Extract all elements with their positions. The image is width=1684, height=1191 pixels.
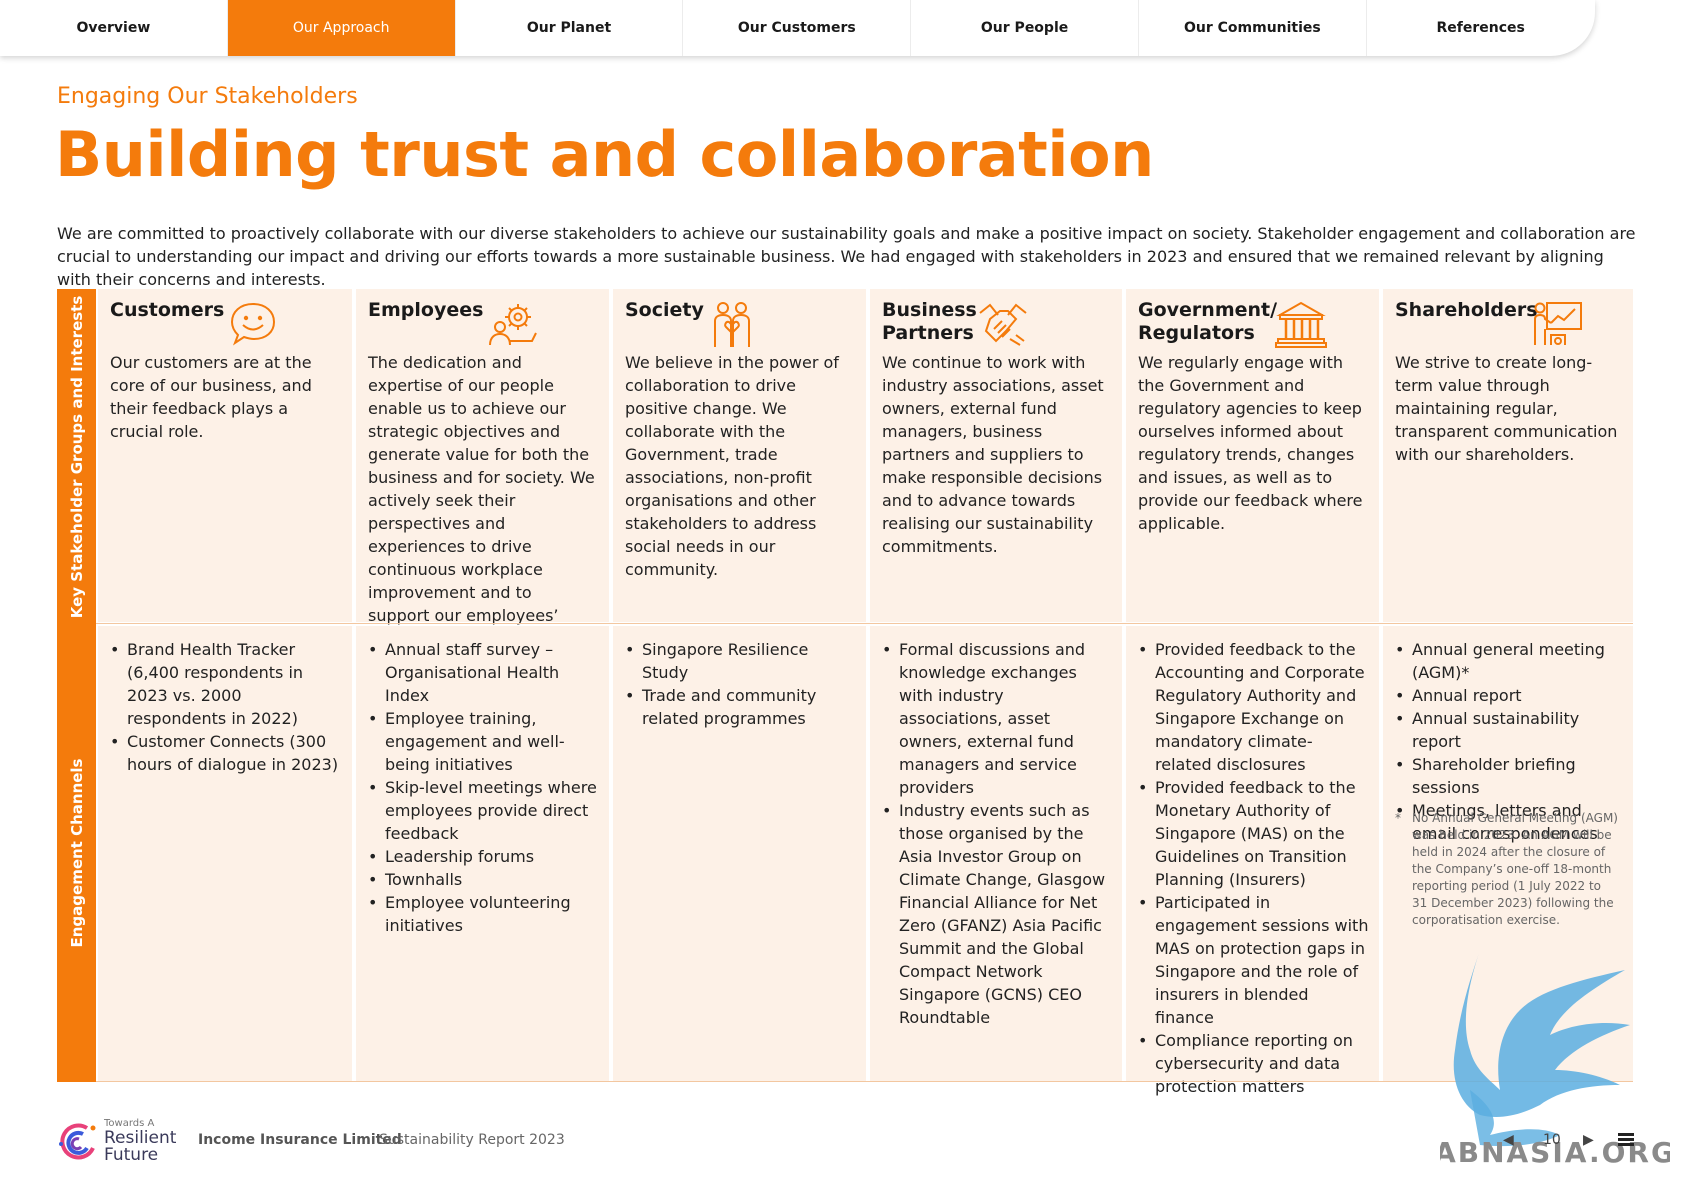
channel-list: Formal discussions and knowledge exchang… <box>882 638 1112 1029</box>
agm-footnote: * No Annual General Meeting (AGM) was he… <box>1395 810 1619 929</box>
report-name: Sustainability Report 2023 <box>379 1132 565 1148</box>
employees-description-cell: Employees The dedication and expertise o… <box>356 289 609 671</box>
business-partners-description-cell: Business Partners We continue to work wi… <box>870 289 1122 622</box>
list-item: Annual general meeting (AGM)* <box>1395 638 1623 684</box>
list-item: Leadership forums <box>368 845 599 868</box>
list-item: Industry events such as those organised … <box>882 799 1112 1029</box>
menu-icon[interactable] <box>1618 1133 1634 1147</box>
channel-list: Singapore Resilience Study Trade and com… <box>625 638 856 730</box>
list-item: Annual report <box>1395 684 1623 707</box>
column-title: Society <box>625 299 704 321</box>
list-item: Participated in engagement sessions with… <box>1138 891 1369 1029</box>
top-navigation: Overview Our Approach Our Planet Our Cus… <box>0 0 1595 56</box>
society-description-cell: Society We believe in the power of colla… <box>613 289 866 622</box>
tab-our-people[interactable]: Our People <box>911 0 1139 56</box>
column-title: Government/ Regulators <box>1138 299 1278 344</box>
list-item: Employee volunteering initiatives <box>368 891 599 937</box>
channel-list: Provided feedback to the Accounting and … <box>1138 638 1369 1098</box>
list-item: Annual staff survey – Organisational Hea… <box>368 638 599 707</box>
list-item: Skip-level meetings where employees prov… <box>368 776 599 845</box>
tab-our-approach[interactable]: Our Approach <box>227 0 456 56</box>
page-navigation: ◀ 10 ▶ <box>1503 1128 1634 1154</box>
speech-bubble-smile-icon <box>230 302 276 346</box>
channel-list: Brand Health Tracker (6,400 respondents … <box>110 638 342 776</box>
presentation-chart-icon <box>1534 302 1582 345</box>
list-item: Brand Health Tracker (6,400 respondents … <box>110 638 342 730</box>
list-item: Employee training, engagement and well-b… <box>368 707 599 776</box>
business-partners-channels-cell: Formal discussions and knowledge exchang… <box>870 626 1122 1082</box>
row-label-stakeholder-groups: Key Stakeholder Groups and Interests <box>57 289 96 624</box>
resilient-future-logo-icon <box>59 1123 96 1160</box>
society-channels-cell: Singapore Resilience Study Trade and com… <box>613 626 866 1082</box>
table-bottom-border <box>96 1081 1633 1082</box>
column-description: The dedication and expertise of our peop… <box>368 353 595 671</box>
page-title: Building trust and collaboration <box>55 118 1154 191</box>
tab-our-communities[interactable]: Our Communities <box>1139 0 1367 56</box>
section-eyebrow: Engaging Our Stakeholders <box>57 84 358 109</box>
employees-channels-cell: Annual staff survey – Organisational Hea… <box>356 626 609 1082</box>
column-title: Employees <box>368 299 484 321</box>
footer: Towards A Resilient Future Income Insura… <box>57 1118 1657 1164</box>
stakeholder-table: Key Stakeholder Groups and Interests Eng… <box>57 289 1633 1096</box>
column-description: We believe in the power of collaboration… <box>625 353 839 579</box>
list-item: Singapore Resilience Study <box>625 638 856 684</box>
logo-wordmark: Towards A Resilient Future <box>104 1118 177 1165</box>
list-item: Meetings, letters and email corresponden… <box>1395 799 1623 845</box>
column-description: We regularly engage with the Government … <box>1138 353 1363 533</box>
column-title: Shareholders <box>1395 299 1538 321</box>
government-description-cell: Government/ Regulators We regularly enga… <box>1126 289 1379 622</box>
handshake-icon <box>979 303 1027 346</box>
column-title: Customers <box>110 299 225 321</box>
previous-page-icon[interactable]: ◀ <box>1503 1132 1514 1148</box>
channel-list: Annual staff survey – Organisational Hea… <box>368 638 599 937</box>
list-item: Formal discussions and knowledge exchang… <box>882 638 1112 799</box>
row-divider <box>96 623 1633 624</box>
tab-our-customers[interactable]: Our Customers <box>683 0 912 56</box>
people-gear-icon <box>489 304 537 346</box>
tab-our-planet[interactable]: Our Planet <box>456 0 684 56</box>
company-name: Income Insurance Limited <box>198 1132 402 1148</box>
list-item: Annual sustainability report <box>1395 707 1623 753</box>
list-item: Customer Connects (300 hours of dialogue… <box>110 730 342 776</box>
list-item: Provided feedback to the Accounting and … <box>1138 638 1369 776</box>
channel-list: Annual general meeting (AGM)* Annual rep… <box>1395 638 1623 845</box>
footnote-text: No Annual General Meeting (AGM) was held… <box>1412 811 1618 927</box>
customers-channels-cell: Brand Health Tracker (6,400 respondents … <box>98 626 352 1082</box>
abnasia-watermark: ABNASIA.ORG <box>1440 950 1670 1169</box>
list-item: Trade and community related programmes <box>625 684 856 730</box>
tab-references[interactable]: References <box>1436 20 1525 36</box>
shareholders-channels-cell: Annual general meeting (AGM)* Annual rep… <box>1383 626 1633 1082</box>
list-item: Provided feedback to the Monetary Author… <box>1138 776 1369 891</box>
footnote-mark: * <box>1395 811 1401 825</box>
people-heart-icon <box>714 302 750 347</box>
government-channels-cell: Provided feedback to the Accounting and … <box>1126 626 1379 1096</box>
watermark-text: ABNASIA.ORG <box>1440 1136 1670 1169</box>
list-item: Shareholder briefing sessions <box>1395 753 1623 799</box>
row-label-engagement-channels: Engagement Channels <box>57 624 96 1082</box>
column-description: We continue to work with industry associ… <box>882 353 1104 556</box>
list-item: Townhalls <box>368 868 599 891</box>
tab-overview[interactable]: Overview <box>0 0 228 56</box>
list-item: Compliance reporting on cybersecurity an… <box>1138 1029 1369 1098</box>
intro-paragraph: We are committed to proactively collabor… <box>57 224 1636 289</box>
shareholders-description-cell: Shareholders We strive to create long-te… <box>1383 289 1633 622</box>
customers-description-cell: Customers Our customers are at the core … <box>98 289 352 622</box>
column-title: Business Partners <box>882 299 977 344</box>
next-page-icon[interactable]: ▶ <box>1583 1132 1594 1148</box>
government-building-icon <box>1275 301 1327 348</box>
column-description: We strive to create long-term value thro… <box>1395 353 1618 464</box>
column-description: Our customers are at the core of our bus… <box>110 353 312 441</box>
page-number: 10 <box>1543 1132 1561 1148</box>
